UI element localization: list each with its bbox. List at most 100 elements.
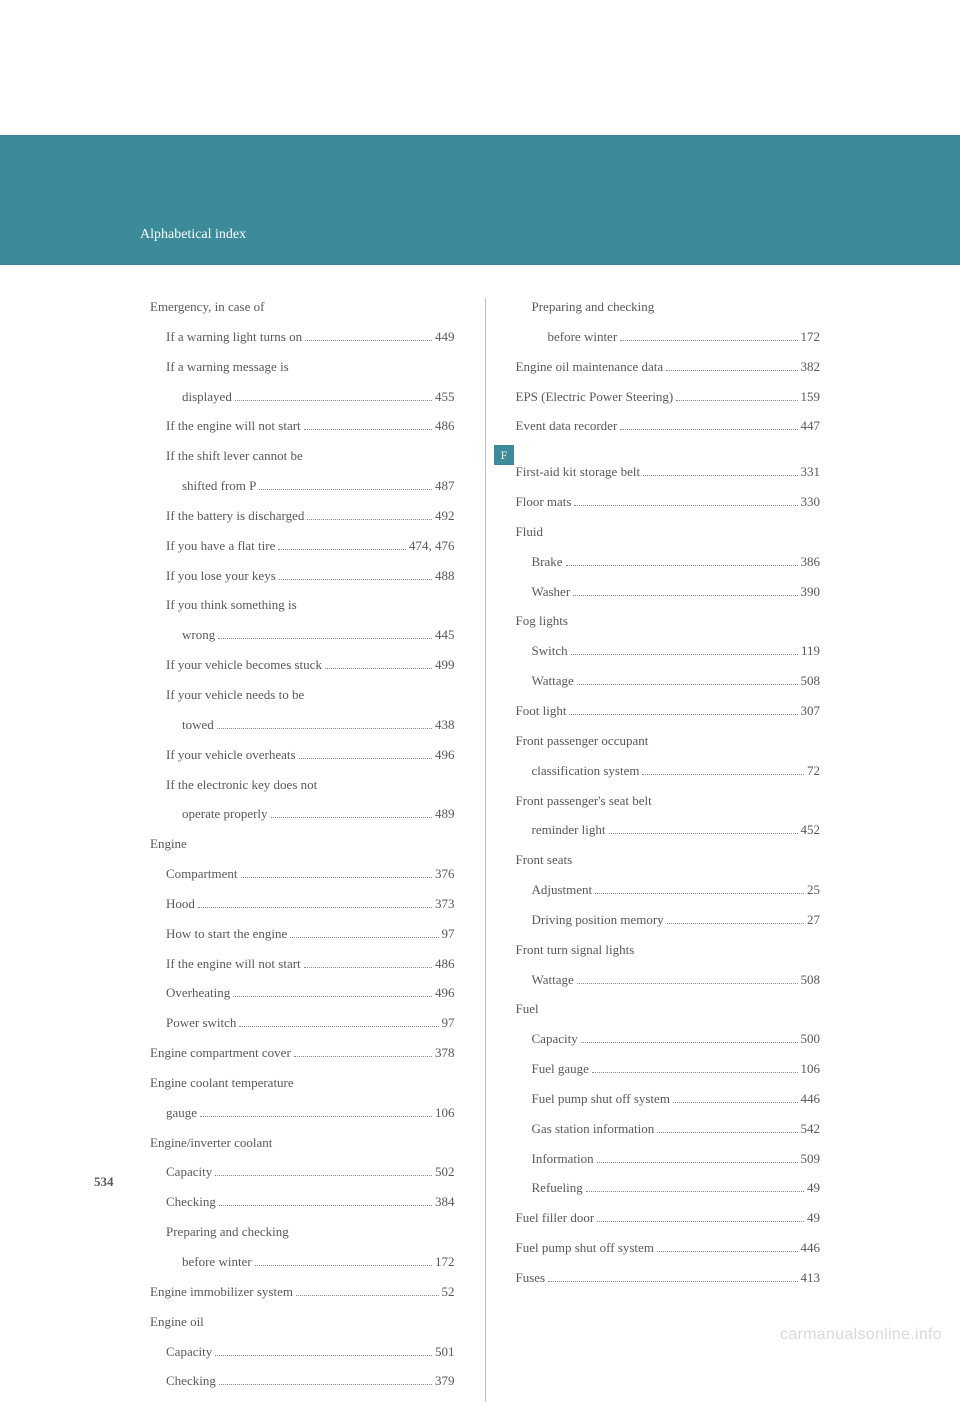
header-title: Alphabetical index: [140, 227, 246, 243]
leader-dots: [586, 1191, 804, 1192]
column-divider: [485, 298, 486, 1402]
index-entry-label: Gas station information: [532, 1120, 655, 1139]
leader-dots: [279, 579, 432, 580]
index-entry: Fuel gauge106: [516, 1060, 821, 1079]
leader-dots: [239, 1026, 438, 1027]
leader-dots: [573, 595, 797, 596]
leader-dots: [233, 996, 432, 997]
leader-dots: [278, 549, 406, 550]
index-entry-label: Fuses: [516, 1269, 546, 1288]
index-entry-page: 390: [801, 583, 821, 602]
leader-dots: [676, 400, 797, 401]
index-entry: operate properly489: [150, 805, 455, 824]
leader-dots: [666, 370, 797, 371]
leader-dots: [577, 684, 798, 685]
index-entry-page: 500: [801, 1030, 821, 1049]
index-entry: classification system 72: [516, 762, 821, 781]
index-entry-page: 307: [801, 702, 821, 721]
index-entry-page: 489: [435, 805, 455, 824]
index-entry-page: 452: [801, 821, 821, 840]
index-entry-label: wrong: [182, 626, 215, 645]
index-entry-page: 330: [801, 493, 821, 512]
index-entry: Fuel filler door49: [516, 1209, 821, 1228]
index-entry: Fuel: [516, 1000, 821, 1019]
index-entry: If the electronic key does not: [150, 776, 455, 795]
index-entry-label: shifted from P: [182, 477, 256, 496]
index-entry: Capacity501: [150, 1343, 455, 1362]
index-entry: Refueling49: [516, 1179, 821, 1198]
index-entry: Front passenger's seat belt: [516, 792, 821, 811]
index-entry: Wattage508: [516, 971, 821, 990]
leader-dots: [597, 1221, 804, 1222]
index-entry-label: reminder light: [532, 821, 606, 840]
index-entry: How to start the engine97: [150, 925, 455, 944]
leader-dots: [241, 877, 433, 878]
index-entry-page: 446: [801, 1090, 821, 1109]
index-entry-label: Hood: [166, 895, 195, 914]
index-entry-label: First-aid kit storage belt: [516, 463, 641, 482]
index-entry-label: Compartment: [166, 865, 238, 884]
index-entry-label: Information: [532, 1150, 594, 1169]
header-band: Alphabetical index: [0, 135, 960, 265]
index-entry-label: Switch: [532, 642, 568, 661]
index-entry-page: 487: [435, 477, 455, 496]
index-entry-label: Overheating: [166, 984, 230, 1003]
index-entry-label: Capacity: [166, 1163, 212, 1182]
index-entry-page: 386: [801, 553, 821, 572]
index-entry: Event data recorder447: [516, 417, 821, 436]
index-entry: Preparing and checking: [516, 298, 821, 317]
index-entry-page: 49: [807, 1209, 820, 1228]
index-entry-label: before winter: [182, 1253, 252, 1272]
index-entry-label: If your vehicle overheats: [166, 746, 296, 765]
leader-dots: [215, 1355, 432, 1356]
index-entry-label: Engine immobilizer system: [150, 1283, 293, 1302]
leader-dots: [657, 1132, 797, 1133]
index-entry: Checking384: [150, 1193, 455, 1212]
index-entry: reminder light 452: [516, 821, 821, 840]
index-entry-label: Foot light: [516, 702, 567, 721]
index-entry: Fluid: [516, 523, 821, 542]
index-entry: wrong445: [150, 626, 455, 645]
index-entry-page: 72: [807, 762, 820, 781]
index-content: Emergency, in case ofIf a warning light …: [150, 298, 820, 1402]
index-entry-label: Washer: [532, 583, 571, 602]
index-entry: Front passenger occupant: [516, 732, 821, 751]
index-entry-page: 508: [801, 672, 821, 691]
index-entry-label: before winter: [548, 328, 618, 347]
index-entry: EPS (Electric Power Steering)159: [516, 388, 821, 407]
leader-dots: [305, 340, 432, 341]
index-entry-page: 379: [435, 1372, 455, 1391]
index-entry-page: 502: [435, 1163, 455, 1182]
index-entry-label: Checking: [166, 1193, 216, 1212]
index-entry: Brake386: [516, 553, 821, 572]
index-entry: shifted from P 487: [150, 477, 455, 496]
index-entry-label: If you lose your keys: [166, 567, 276, 586]
leader-dots: [200, 1116, 432, 1117]
index-entry-page: 542: [801, 1120, 821, 1139]
leader-dots: [592, 1072, 798, 1073]
index-entry: Driving position memory27: [516, 911, 821, 930]
index-entry-label: Fuel pump shut off system: [532, 1090, 670, 1109]
index-entry-page: 438: [435, 716, 455, 735]
index-entry: If the engine will not start486: [150, 417, 455, 436]
index-entry: Washer 390: [516, 583, 821, 602]
index-entry-label: How to start the engine: [166, 925, 287, 944]
leader-dots: [255, 1265, 432, 1266]
index-entry-page: 449: [435, 328, 455, 347]
index-entry-label: classification system: [532, 762, 640, 781]
index-entry: Wattage 508: [516, 672, 821, 691]
index-entry-page: 455: [435, 388, 455, 407]
index-entry-label: Wattage: [532, 672, 574, 691]
leader-dots: [299, 758, 432, 759]
index-entry: Fog lights: [516, 612, 821, 631]
index-entry-page: 159: [801, 388, 821, 407]
index-entry: Engine/inverter coolant: [150, 1134, 455, 1153]
index-entry: Preparing and checking: [150, 1223, 455, 1242]
index-entry-label: Power switch: [166, 1014, 236, 1033]
index-entry: Overheating496: [150, 984, 455, 1003]
index-entry: If the shift lever cannot be: [150, 447, 455, 466]
index-entry-page: 331: [801, 463, 821, 482]
index-entry: Checking379: [150, 1372, 455, 1391]
leader-dots: [218, 638, 432, 639]
index-entry-label: If the battery is discharged: [166, 507, 304, 526]
